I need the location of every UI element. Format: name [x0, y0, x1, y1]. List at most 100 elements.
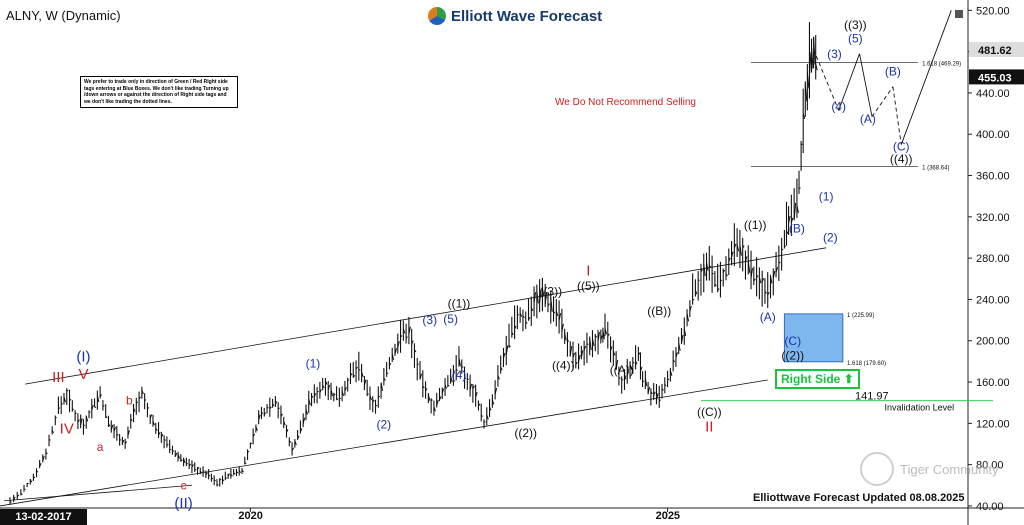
candle-tick: [558, 313, 562, 321]
candle-tick: [664, 384, 667, 387]
price-badge-label: 455.03: [978, 72, 1012, 84]
candle-tick: [675, 352, 678, 358]
candle-tick: [378, 395, 381, 398]
wave-label: ((4)): [890, 152, 913, 166]
fib-label: 1.618 (469.29): [922, 62, 961, 68]
candle-tick: [45, 452, 48, 455]
candle-tick: [191, 464, 194, 468]
candle-tick: [500, 366, 503, 371]
wave-label: (3): [422, 313, 437, 327]
candle-tick: [678, 342, 681, 351]
candle-tick: [363, 379, 367, 386]
candle-tick: [781, 248, 784, 251]
fib-label: 1 (368.64): [922, 166, 949, 172]
candle-tick: [302, 417, 306, 424]
candle-tick: [733, 243, 737, 249]
candle-tick: [550, 297, 553, 312]
candle-tick: [158, 432, 161, 436]
candle-tick: [544, 292, 548, 304]
candle-tick: [99, 394, 103, 397]
wave-label: ((4)): [552, 359, 575, 373]
wave-label: (4): [831, 99, 846, 113]
candle-tick: [683, 329, 687, 337]
y-tick-label: 120.00: [976, 418, 1010, 430]
candle-tick: [83, 424, 86, 427]
candle-tick: [383, 377, 386, 381]
candle-tick: [647, 386, 651, 394]
candle-tick: [391, 353, 395, 361]
candle-tick: [444, 384, 448, 389]
candle-tick: [108, 423, 111, 427]
candle-tick: [528, 316, 531, 321]
candle-tick: [758, 277, 762, 284]
wave-label: (5): [848, 31, 863, 45]
candle-tick: [731, 251, 734, 258]
candle-tick: [708, 264, 712, 268]
candle-tick: [380, 382, 384, 391]
candle-tick: [770, 276, 773, 284]
candle-tick: [288, 440, 292, 443]
candle-tick: [778, 261, 781, 264]
menu-icon[interactable]: [955, 10, 963, 18]
candle-tick: [324, 380, 328, 385]
candle-tick: [439, 396, 442, 401]
candle-tick: [263, 412, 267, 415]
candle-tick: [728, 257, 731, 262]
candle-tick: [352, 374, 356, 378]
y-tick-label: 440.00: [976, 88, 1010, 100]
wave-label: (C): [893, 140, 910, 154]
candle-tick: [350, 372, 353, 376]
candle-tick: [163, 438, 166, 441]
candle-tick: [761, 277, 765, 283]
candle-tick: [736, 244, 740, 252]
wave-label: (1): [819, 189, 834, 203]
candle-tick: [753, 278, 756, 282]
candle-tick: [575, 361, 578, 365]
candle-tick: [536, 291, 539, 304]
candle-tick: [486, 414, 489, 420]
candle-tick: [133, 407, 136, 412]
candle-tick: [180, 458, 183, 462]
candle-tick: [450, 375, 453, 383]
candle-tick: [806, 72, 810, 89]
wave-label: (1): [306, 357, 321, 371]
candle-tick: [358, 369, 361, 371]
candle-tick: [13, 496, 16, 501]
candle-tick: [66, 389, 69, 392]
candle-tick: [222, 478, 225, 482]
candle-tick: [280, 413, 283, 418]
candle-tick: [742, 245, 745, 249]
candle-tick: [478, 403, 481, 406]
wave-label: (II): [174, 495, 192, 512]
candle-tick: [775, 267, 779, 273]
candle-tick: [790, 217, 794, 223]
candle-tick: [20, 493, 23, 496]
candle-tick: [658, 399, 661, 402]
candle-tick: [330, 389, 334, 397]
wave-label: I: [586, 263, 590, 280]
candle-tick: [174, 452, 178, 457]
candle-tick: [525, 321, 528, 324]
candle-tick: [91, 404, 94, 411]
candle-tick: [567, 339, 570, 342]
candle-tick: [580, 350, 584, 358]
candle-tick: [514, 325, 517, 330]
candle-tick: [250, 442, 253, 445]
candle-tick: [227, 473, 231, 477]
candle-tick: [77, 419, 80, 423]
candle-tick: [241, 469, 244, 473]
candle-tick: [621, 379, 624, 381]
wave-label: ((3)): [844, 18, 867, 32]
candle-tick: [706, 262, 709, 271]
candle-tick: [612, 350, 616, 356]
candle-tick: [94, 406, 97, 408]
candle-tick: [539, 290, 542, 303]
candle-tick: [502, 352, 506, 359]
candle-tick: [361, 371, 364, 377]
candle-tick: [639, 366, 643, 372]
candle-tick: [589, 338, 592, 351]
candle-tick: [547, 303, 550, 306]
y-tick-label: 80.00: [976, 460, 1004, 472]
right-side-tag: Right Side ⬆: [775, 369, 860, 389]
recommendation-text: We Do Not Recommend Selling: [555, 97, 696, 108]
